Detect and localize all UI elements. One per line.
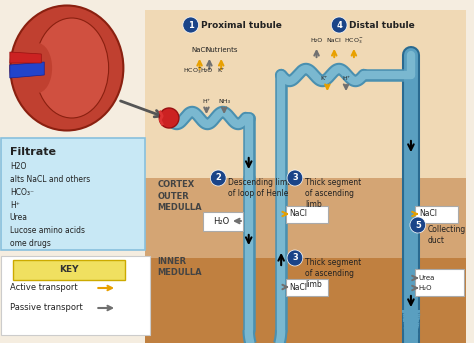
Text: H₂O: H₂O (310, 38, 323, 43)
Text: K⁺: K⁺ (321, 76, 328, 81)
Text: INNER
MEDULLA: INNER MEDULLA (157, 257, 202, 277)
Polygon shape (146, 258, 466, 343)
Text: 2: 2 (215, 174, 221, 182)
Polygon shape (146, 10, 466, 343)
Text: NaCl: NaCl (191, 47, 208, 53)
Circle shape (410, 217, 426, 233)
Text: NH₃: NH₃ (218, 99, 230, 104)
Text: Proximal tubule: Proximal tubule (201, 21, 282, 29)
Text: 5: 5 (415, 221, 421, 229)
Text: Passive transport: Passive transport (10, 304, 82, 312)
Text: Thick segment
of ascending
limb: Thick segment of ascending limb (305, 178, 361, 209)
Text: NaCl: NaCl (289, 210, 307, 218)
Text: Collecting
duct: Collecting duct (428, 225, 466, 245)
Text: 4: 4 (336, 21, 342, 29)
FancyBboxPatch shape (415, 205, 457, 223)
FancyBboxPatch shape (1, 256, 150, 335)
Text: Thick segment
of ascending
limb: Thick segment of ascending limb (305, 258, 361, 289)
Text: Descending limb
of loop of Henle: Descending limb of loop of Henle (228, 178, 292, 198)
FancyBboxPatch shape (203, 212, 243, 230)
Circle shape (159, 108, 179, 128)
Circle shape (183, 17, 199, 33)
Circle shape (287, 250, 303, 266)
Text: NaCl: NaCl (327, 38, 342, 43)
Text: NaCl: NaCl (289, 283, 307, 292)
Text: 1: 1 (188, 21, 194, 29)
FancyBboxPatch shape (1, 138, 145, 250)
Text: Active transport: Active transport (10, 284, 77, 293)
Text: H⁺: H⁺ (342, 76, 350, 81)
Circle shape (287, 170, 303, 186)
Text: H₂O: H₂O (213, 216, 229, 225)
Text: H₂O: H₂O (201, 68, 212, 73)
Text: HCO$_3^-$: HCO$_3^-$ (182, 66, 203, 75)
FancyBboxPatch shape (285, 279, 328, 296)
FancyBboxPatch shape (13, 260, 125, 280)
Text: OUTER
MEDULLA: OUTER MEDULLA (157, 192, 202, 212)
Polygon shape (10, 62, 44, 78)
Text: H2O
alts NaCL and others
HCO₃⁻
H⁺
Urea
Lucose amino acids
ome drugs: H2O alts NaCL and others HCO₃⁻ H⁺ Urea L… (10, 162, 90, 248)
Text: KEY: KEY (59, 265, 79, 274)
Text: Filtrate: Filtrate (10, 147, 56, 157)
Circle shape (331, 17, 347, 33)
Text: HCO$_3^-$: HCO$_3^-$ (344, 36, 364, 46)
Text: Urea: Urea (419, 275, 435, 281)
Text: NaCl: NaCl (419, 210, 437, 218)
Text: H₂O: H₂O (419, 285, 432, 291)
FancyBboxPatch shape (285, 205, 328, 223)
Text: Nutrients: Nutrients (205, 47, 237, 53)
Text: Distal tubule: Distal tubule (349, 21, 415, 29)
FancyBboxPatch shape (415, 269, 464, 296)
Text: 3: 3 (292, 253, 298, 262)
Text: H⁺: H⁺ (202, 99, 210, 104)
Ellipse shape (35, 18, 109, 118)
Ellipse shape (23, 43, 52, 93)
Circle shape (210, 170, 226, 186)
Polygon shape (146, 178, 466, 343)
Text: 3: 3 (292, 174, 298, 182)
Text: K⁺: K⁺ (218, 68, 225, 73)
Text: CORTEX: CORTEX (157, 180, 194, 189)
Ellipse shape (10, 5, 123, 130)
Polygon shape (10, 52, 41, 63)
